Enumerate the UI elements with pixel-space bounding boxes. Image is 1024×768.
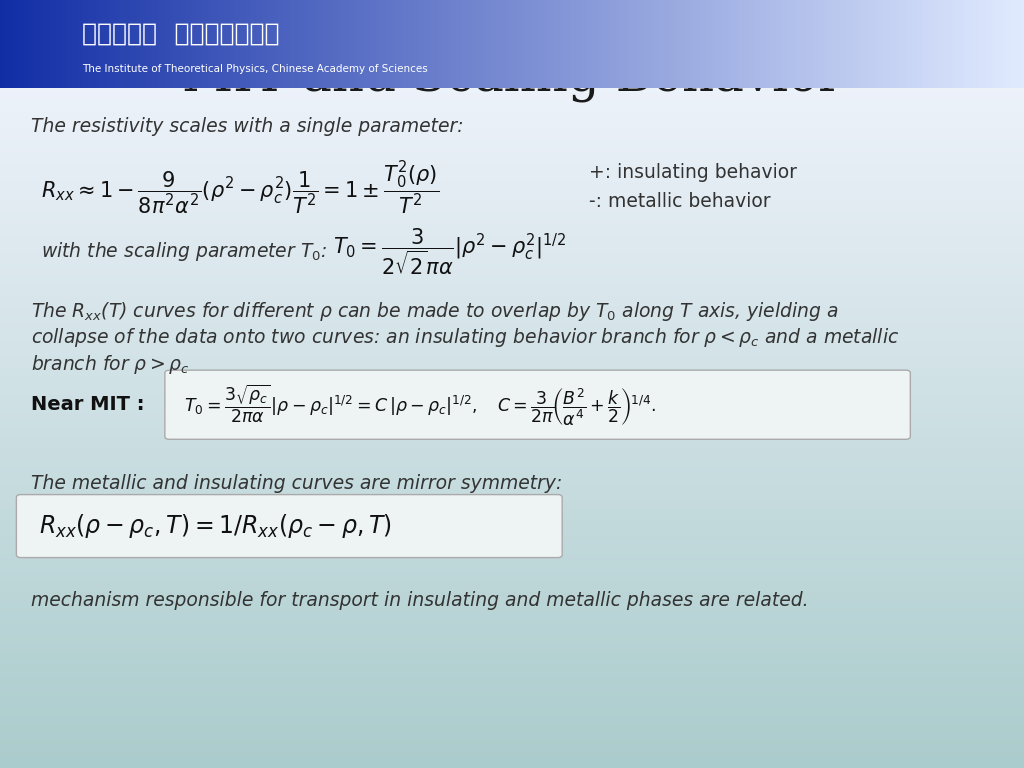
Text: MIT and Scaling Behavior: MIT and Scaling Behavior	[182, 51, 842, 102]
Text: +: insulating behavior: +: insulating behavior	[589, 164, 797, 182]
Text: The $R_{xx}$(T) curves for different $\rho$ can be made to overlap by $T_0$ alon: The $R_{xx}$(T) curves for different $\r…	[31, 300, 839, 323]
FancyBboxPatch shape	[16, 495, 562, 558]
Text: The resistivity scales with a single parameter:: The resistivity scales with a single par…	[31, 118, 463, 136]
Text: $T_0 = \dfrac{3\sqrt{\rho_c}}{2\pi\alpha}|\rho - \rho_c|^{1/2} = C\,|\rho - \rho: $T_0 = \dfrac{3\sqrt{\rho_c}}{2\pi\alpha…	[184, 382, 656, 428]
Text: $R_{xx}(\rho - \rho_c, T) = 1/R_{xx}(\rho_c - \rho, T)$: $R_{xx}(\rho - \rho_c, T) = 1/R_{xx}(\rh…	[39, 512, 392, 540]
Text: The metallic and insulating curves are mirror symmetry:: The metallic and insulating curves are m…	[31, 475, 562, 493]
FancyBboxPatch shape	[165, 370, 910, 439]
Text: Near MIT :: Near MIT :	[31, 396, 144, 414]
Text: with the scaling parameter $T_0$:: with the scaling parameter $T_0$:	[41, 240, 329, 263]
Text: $R_{xx} \approx 1 - \dfrac{9}{8\pi^2\alpha^2}(\rho^2 - \rho_c^2)\dfrac{1}{T^2} =: $R_{xx} \approx 1 - \dfrac{9}{8\pi^2\alp…	[41, 160, 439, 217]
Text: -: metallic behavior: -: metallic behavior	[589, 192, 770, 210]
Text: collapse of the data onto two curves: an insulating behavior branch for $\rho < : collapse of the data onto two curves: an…	[31, 326, 899, 349]
Text: 中国科学院  理论物理研究所: 中国科学院 理论物理研究所	[82, 22, 280, 45]
Text: $T_0 = \dfrac{3}{2\sqrt{2}\pi\alpha}|\rho^2 - \rho_c^2|^{1/2}$: $T_0 = \dfrac{3}{2\sqrt{2}\pi\alpha}|\rh…	[333, 227, 566, 277]
Text: The Institute of Theoretical Physics, Chinese Academy of Sciences: The Institute of Theoretical Physics, Ch…	[82, 64, 428, 74]
Text: mechanism responsible for transport in insulating and metallic phases are relate: mechanism responsible for transport in i…	[31, 591, 808, 610]
Text: branch for $\rho > \rho_c$: branch for $\rho > \rho_c$	[31, 353, 189, 376]
